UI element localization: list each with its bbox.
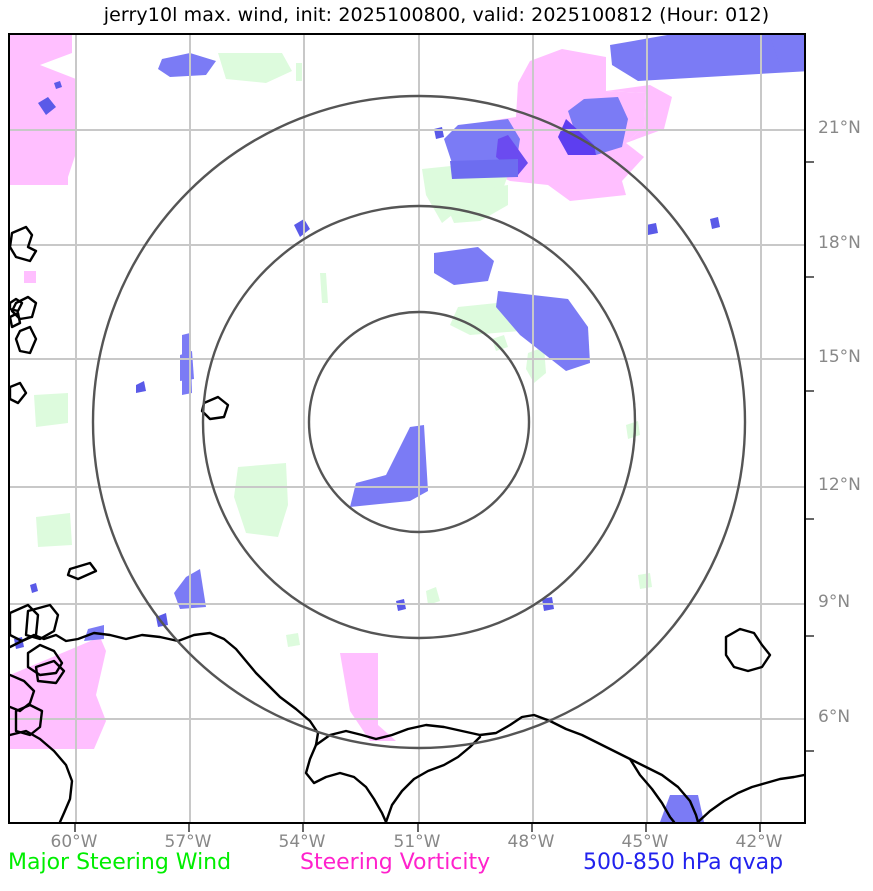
qvap-patch-w-streak2	[180, 351, 194, 381]
coastlines	[10, 225, 804, 822]
coastline-brazil-ne2	[696, 773, 804, 822]
coastline-island-guadeloupe	[10, 295, 38, 321]
range-ring-outer	[91, 94, 747, 750]
qvap-patch-n-dot	[294, 219, 310, 237]
plot-area-wrapper	[8, 33, 814, 832]
ytick-label-15n: 15°N	[818, 347, 861, 367]
legend-item-qvap: 500-850 hPa qvap	[583, 850, 784, 875]
coastline-island-anguilla	[10, 297, 24, 313]
coastline-island-martinique	[10, 381, 28, 405]
coastline-lake-small	[724, 627, 772, 673]
qvap-patch-ne-l-dark	[496, 135, 528, 175]
coastline-guianas	[314, 713, 700, 822]
ytick-mark-21	[806, 161, 814, 163]
xtick-mark-48	[531, 824, 533, 832]
xtick-mark-51	[417, 824, 419, 832]
lat-lon-grid	[10, 35, 804, 822]
qvap-patch-e1	[434, 247, 494, 285]
ytick-mark-18	[806, 276, 814, 278]
coastline-island-trinidad	[24, 603, 60, 641]
map-plot-area[interactable]	[8, 33, 806, 824]
qvap-layer	[14, 35, 804, 822]
ytick-mark-15	[806, 390, 814, 392]
wind-patch-ne2	[442, 185, 508, 223]
major-steering-wind-layer	[34, 53, 652, 647]
wind-patch-se	[626, 421, 640, 439]
qvap-patch-s-bottom	[660, 795, 704, 822]
vorticity-patch-s	[340, 653, 396, 741]
legend: Major Steering Wind Steering Vorticity 5…	[0, 850, 873, 884]
xtick-label-57w: 57°W	[164, 832, 212, 852]
coastline-island-dominica	[14, 325, 38, 355]
vorticity-patch-sw-small	[24, 271, 36, 283]
qvap-patch-nne	[610, 35, 804, 81]
figure-title: jerry10l max. wind, init: 2025100800, va…	[103, 4, 770, 26]
legend-item-steering-vorticity: Steering Vorticity	[300, 850, 491, 875]
vorticity-patch-nw2	[10, 163, 68, 185]
wind-patch-e2	[526, 347, 546, 383]
coastline-venezuela-west	[10, 729, 74, 822]
xtick-mark-42	[759, 824, 761, 832]
wind-patch-c	[234, 463, 288, 537]
wind-patch-se3	[638, 573, 652, 589]
range-ring-inner	[307, 310, 531, 534]
storm-range-rings	[91, 94, 747, 750]
coastline-guianas-interior	[384, 735, 482, 822]
vorticity-patch-sw	[10, 637, 106, 749]
coastline-island-tobago	[26, 643, 64, 677]
coastline-island-barbados	[66, 561, 98, 581]
coastline-brazil-ne	[628, 757, 676, 822]
ytick-label-21n: 21°N	[818, 118, 861, 138]
qvap-patch-w-dot2	[136, 381, 146, 393]
wind-patch-se2	[426, 587, 440, 605]
xtick-label-60w: 60°W	[50, 832, 98, 852]
coastline-island-antigua	[10, 225, 38, 263]
xtick-label-54w: 54°W	[278, 832, 326, 852]
xtick-label-42w: 42°W	[735, 832, 783, 852]
wind-patch-e3	[492, 335, 508, 351]
qvap-patch-se-dot4	[710, 217, 720, 229]
wind-patch-n2	[296, 63, 302, 81]
range-ring-middle	[201, 204, 637, 640]
wind-patch-n	[218, 53, 292, 83]
wind-patch-c2	[320, 273, 328, 303]
coastline-venezuela-lake	[14, 703, 44, 737]
coastline-venezuela-north	[10, 631, 388, 822]
qvap-patch-w-dot	[54, 81, 62, 89]
vorticity-patch-ne-tail	[606, 85, 672, 143]
qvap-patch-nw-dot	[38, 97, 56, 115]
qvap-patch-ne-right	[770, 35, 804, 65]
ytick-label-12n: 12°N	[818, 475, 861, 495]
qvap-patch-n	[158, 53, 216, 77]
qvap-patch-e2	[496, 291, 590, 371]
qvap-patch-ne-l2	[450, 159, 518, 179]
ytick-mark-6	[806, 750, 814, 752]
xtick-label-48w: 48°W	[507, 832, 555, 852]
wind-patch-w	[34, 393, 68, 427]
ytick-mark-9	[806, 635, 814, 637]
ytick-label-6n: 6°N	[818, 707, 851, 727]
map-canvas	[10, 35, 804, 822]
coastline-island-stlucia	[200, 395, 230, 421]
wind-patch-s	[286, 633, 300, 647]
qvap-patch-sw-dot2	[30, 583, 38, 593]
ytick-label-9n: 9°N	[818, 592, 851, 612]
qvap-patch-mid-dot	[434, 127, 444, 139]
ytick-mark-12	[806, 518, 814, 520]
qvap-patch-se-dot3	[646, 223, 658, 235]
xtick-label-51w: 51°W	[393, 832, 441, 852]
xtick-mark-57	[188, 824, 190, 832]
xtick-mark-54	[302, 824, 304, 832]
qvap-patch-sw-dot	[156, 613, 168, 627]
xtick-label-45w: 45°W	[621, 832, 669, 852]
qvap-patch-center	[350, 425, 428, 507]
legend-item-major-steering-wind: Major Steering Wind	[8, 850, 232, 875]
ytick-label-18n: 18°N	[818, 233, 861, 253]
xtick-mark-45	[645, 824, 647, 832]
xtick-mark-60	[74, 824, 76, 832]
coastline-island-small1	[34, 659, 66, 685]
wind-patch-sw	[36, 513, 72, 547]
